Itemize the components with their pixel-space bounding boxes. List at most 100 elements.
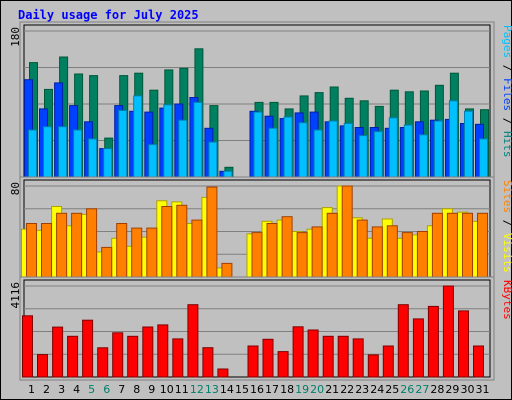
x-tick-label-25: 25: [385, 383, 399, 396]
bar-pages-day-26: [403, 124, 413, 178]
chart-title: Daily usage for July 2025: [18, 8, 199, 22]
bar-kbytes-day-22: [337, 335, 349, 378]
bar-sites-day-5: [86, 208, 98, 278]
bar-pages-day-11: [178, 119, 188, 178]
bar-pages-day-23: [358, 135, 368, 178]
bar-sites-day-23: [356, 219, 368, 278]
x-tick-label-10: 10: [160, 383, 174, 396]
bar-kbytes-day-10: [157, 324, 169, 378]
x-tick-label-13: 13: [205, 383, 219, 396]
x-tick-label-2: 2: [43, 383, 50, 396]
x-tick-label-17: 17: [265, 383, 279, 396]
bar-pages-day-21: [328, 120, 338, 178]
bar-pages-day-16: [253, 111, 263, 178]
bar-pages-day-1: [28, 129, 37, 178]
x-tick-label-14: 14: [220, 383, 234, 396]
bar-kbytes-day-9: [142, 326, 154, 378]
bar-pages-day-19: [298, 122, 308, 178]
bar-kbytes-day-29: [442, 285, 454, 378]
bar-kbytes-day-24: [367, 354, 379, 378]
legend-entry: /: [501, 111, 512, 131]
bar-kbytes-day-23: [352, 338, 364, 378]
bar-kbytes-day-16: [247, 345, 259, 378]
bar-pages-day-4: [73, 129, 83, 178]
bar-sites-day-3: [56, 212, 68, 278]
bar-pages-day-18: [283, 116, 293, 178]
bar-pages-day-28: [433, 120, 443, 178]
bar-kbytes-day-20: [307, 329, 319, 378]
bar-pages-day-27: [418, 134, 428, 178]
bar-kbytes-day-17: [262, 338, 274, 378]
x-tick-label-26: 26: [400, 383, 414, 396]
bar-pages-day-20: [313, 129, 323, 178]
bar-sites-day-22: [341, 185, 353, 278]
bar-sites-day-13: [206, 186, 218, 278]
bar-kbytes-day-26: [397, 304, 409, 378]
x-tick-label-11: 11: [175, 383, 189, 396]
x-tick-label-15: 15: [235, 383, 249, 396]
bar-kbytes-day-27: [412, 318, 424, 378]
bar-kbytes-day-8: [127, 335, 139, 378]
x-tick-label-1: 1: [28, 383, 35, 396]
bar-pages-day-6: [103, 148, 113, 178]
bar-kbytes-day-12: [187, 304, 199, 378]
bar-sites-day-7: [116, 223, 128, 278]
bar-sites-day-21: [326, 212, 338, 278]
bar-sites-day-30: [462, 212, 473, 278]
x-tick-label-16: 16: [250, 383, 264, 396]
x-tick-label-22: 22: [340, 383, 354, 396]
bar-kbytes-day-31: [473, 345, 484, 378]
panel-middle: 80 Sites / Visits: [9, 176, 512, 281]
bar-kbytes-day-7: [112, 332, 124, 378]
x-tick-label-18: 18: [280, 383, 294, 396]
x-tick-label-7: 7: [118, 383, 125, 396]
y-max-label: 80: [9, 182, 22, 195]
bar-pages-day-7: [118, 110, 128, 178]
legend-entry: Files: [501, 78, 512, 111]
bar-sites-day-9: [146, 227, 158, 278]
bar-pages-day-30: [464, 110, 473, 178]
legend-entry: Sites: [501, 180, 512, 213]
bar-sites-day-18: [281, 216, 293, 278]
legend-entry: Hits: [501, 131, 512, 158]
bar-sites-day-31: [477, 212, 488, 278]
bar-pages-day-17: [268, 127, 278, 178]
bar-pages-day-22: [343, 123, 353, 178]
x-tick-label-20: 20: [310, 383, 324, 396]
bar-kbytes-day-13: [202, 347, 214, 378]
bar-kbytes-day-18: [277, 351, 289, 378]
x-tick-label-5: 5: [88, 383, 95, 396]
bar-pages-day-2: [43, 126, 52, 178]
legend-entry: KBytes: [501, 280, 512, 320]
x-tick-label-31: 31: [476, 383, 490, 396]
legend-entry: /: [501, 213, 512, 233]
bar-sites-day-28: [431, 212, 443, 278]
x-tick-label-21: 21: [325, 383, 339, 396]
bar-kbytes-day-1: [22, 315, 33, 378]
x-tick-label-6: 6: [103, 383, 110, 396]
bar-pages-day-10: [163, 104, 173, 178]
bar-kbytes-day-28: [427, 305, 439, 378]
bar-pages-day-24: [373, 131, 383, 178]
x-tick-label-24: 24: [370, 383, 384, 396]
bar-kbytes-day-4: [67, 335, 79, 378]
x-tick-label-29: 29: [445, 383, 459, 396]
legend-middle: Sites / Visits: [501, 180, 512, 273]
bar-sites-day-20: [311, 226, 323, 278]
bar-sites-day-4: [71, 212, 83, 278]
bar-sites-day-24: [371, 226, 383, 278]
bar-sites-day-14: [221, 262, 233, 278]
bar-pages-day-3: [58, 126, 68, 178]
bar-kbytes-day-21: [322, 335, 334, 378]
bar-sites-day-11: [176, 204, 188, 278]
bar-sites-day-19: [296, 232, 308, 278]
bar-kbytes-day-25: [382, 345, 394, 378]
bar-sites-day-1: [26, 223, 37, 278]
bar-kbytes-day-19: [292, 326, 304, 378]
bar-kbytes-day-6: [97, 347, 109, 378]
x-tick-label-28: 28: [430, 383, 444, 396]
y-max-label: 4116: [9, 282, 22, 309]
bar-sites-day-17: [266, 223, 278, 278]
bar-sites-day-16: [251, 232, 263, 278]
